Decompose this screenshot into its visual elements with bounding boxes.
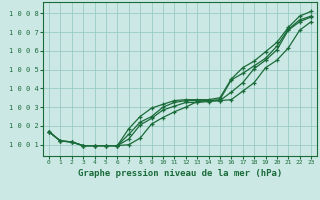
X-axis label: Graphe pression niveau de la mer (hPa): Graphe pression niveau de la mer (hPa) — [78, 169, 282, 178]
